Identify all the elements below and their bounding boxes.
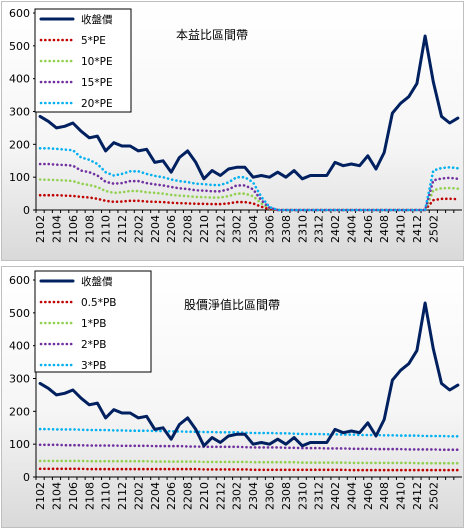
x-tick-label: 2312 [313, 215, 326, 243]
x-tick-label: 2302 [231, 215, 244, 243]
y-tick-label: 100 [9, 171, 30, 184]
x-tick-label: 2210 [198, 215, 211, 243]
y-tick-label: 300 [9, 373, 30, 386]
x-tick-label: 2102 [34, 482, 47, 510]
pb-band-chart-panel: 0 100 200 300 400 500 600 2102 2104 2106 2108 2110 2… [1, 266, 464, 528]
legend-label: 收盤價 [81, 275, 113, 288]
pe-band-chart-panel: 0 100 200 300 400 500 600 2102 2104 2106 2108 2110 2… [1, 1, 464, 261]
series-line-1 [38, 467, 460, 472]
x-tick-label: 2110 [100, 482, 113, 510]
x-tick-label: 2212 [214, 482, 227, 510]
legend-box [34, 8, 132, 113]
x-tick-label: 2306 [263, 482, 276, 510]
x-tick-label: 2412 [411, 482, 424, 510]
series-line-2 [38, 178, 460, 212]
series-line-4 [38, 427, 460, 438]
legend-label: 10*PE [81, 56, 113, 68]
x-tick-label: 2502 [427, 482, 440, 510]
chart-title: 本益比區間帶 [176, 28, 248, 42]
y-tick-label: 0 [23, 204, 30, 217]
x-tick-label: 2102 [34, 215, 47, 243]
x-tick-label: 2502 [427, 215, 440, 243]
x-tick-label: 2402 [329, 215, 342, 243]
y-tick-label: 300 [9, 106, 30, 119]
x-tick-label: 2112 [116, 215, 129, 243]
x-tick-label: 2404 [345, 482, 358, 510]
y-tick-label: 500 [9, 40, 30, 53]
x-tick-label: 2408 [378, 215, 391, 243]
x-tick-label: 2306 [263, 215, 276, 243]
x-tick-label: 2404 [345, 215, 358, 243]
chart-title: 股價淨值比區間帶 [184, 297, 280, 312]
x-tick-label: 2304 [247, 482, 260, 510]
x-tick-label: 2108 [83, 482, 96, 510]
x-tick-label: 2402 [329, 482, 342, 510]
x-tick-label: 2208 [182, 482, 195, 510]
x-tick-label: 2206 [165, 215, 178, 243]
x-tick-label: 2308 [280, 482, 293, 510]
x-tick-label: 2106 [67, 482, 80, 510]
legend-label: 20*PE [81, 98, 113, 110]
y-tick-label: 600 [9, 7, 30, 20]
x-tick-label: 2212 [214, 215, 227, 243]
x-tick-label: 2202 [132, 482, 145, 510]
legend-label: 收盤價 [81, 13, 113, 26]
legend-label: 2*PB [81, 339, 106, 351]
legend-label: 1*PB [81, 318, 106, 330]
y-tick-label: 500 [9, 307, 30, 320]
legend-label: 3*PB [81, 360, 106, 372]
x-tick-label: 2112 [116, 482, 129, 510]
series-line-3 [38, 162, 460, 212]
x-tick-label: 2304 [247, 215, 260, 243]
x-tick-label: 2302 [231, 482, 244, 510]
x-tick-label: 2204 [149, 482, 162, 510]
x-tick-label: 2104 [50, 482, 63, 510]
x-tick-label: 2408 [378, 482, 391, 510]
series-line-2 [38, 459, 460, 465]
series-line-3 [38, 443, 460, 451]
x-tick-label: 2410 [395, 482, 408, 510]
legend-label: 5*PE [81, 35, 106, 47]
x-tick-label: 2310 [296, 215, 309, 243]
x-tick-label: 2110 [100, 215, 113, 243]
x-tick-label: 2310 [296, 482, 309, 510]
legend-box [34, 270, 152, 373]
series-line-4 [38, 147, 460, 212]
x-tick-label: 2210 [198, 482, 211, 510]
x-tick-label: 2202 [132, 215, 145, 243]
y-tick-label: 400 [9, 73, 30, 86]
x-tick-label: 2204 [149, 215, 162, 243]
y-tick-label: 100 [9, 438, 30, 451]
y-tick-label: 200 [9, 138, 30, 151]
x-tick-label: 2208 [182, 215, 195, 243]
y-tick-label: 200 [9, 405, 30, 418]
y-tick-label: 400 [9, 340, 30, 353]
x-tick-label: 2412 [411, 215, 424, 243]
legend-label: 15*PE [81, 77, 113, 89]
x-tick-label: 2406 [362, 482, 375, 510]
x-tick-label: 2106 [67, 215, 80, 243]
x-tick-label: 2406 [362, 215, 375, 243]
x-tick-label: 2206 [165, 482, 178, 510]
x-tick-label: 2410 [395, 215, 408, 243]
legend-label: 0.5*PB [81, 297, 116, 309]
y-tick-label: 0 [23, 471, 30, 484]
y-tick-label: 600 [9, 274, 30, 287]
x-tick-label: 2308 [280, 215, 293, 243]
x-tick-label: 2312 [313, 482, 326, 510]
series-line-0 [38, 301, 460, 448]
series-line-0 [38, 34, 460, 181]
x-tick-label: 2108 [83, 215, 96, 243]
series-line-1 [38, 193, 460, 212]
x-tick-label: 2104 [50, 215, 63, 243]
